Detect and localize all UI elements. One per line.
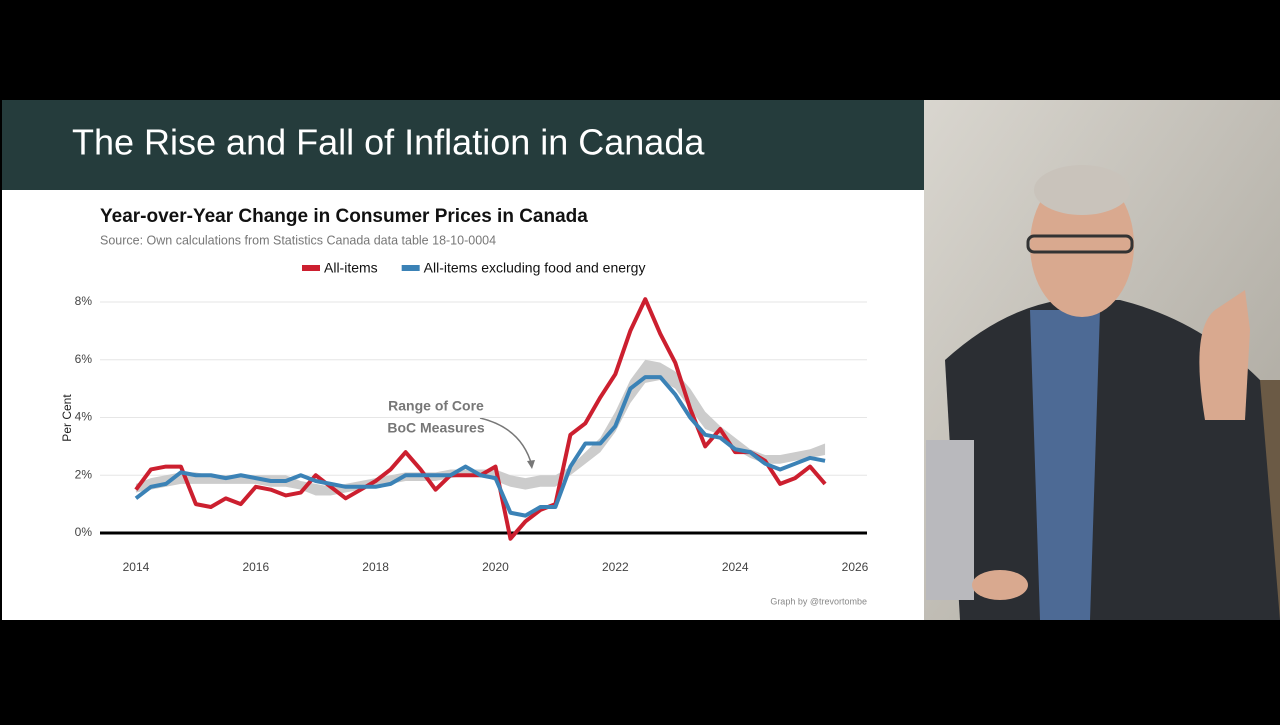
y-tick-label: 6%	[75, 352, 93, 366]
chart-title: Year-over-Year Change in Consumer Prices…	[100, 206, 588, 227]
core-range-band	[135, 359, 826, 496]
x-tick-label: 2016	[242, 560, 269, 574]
legend-label: All-items excluding food and energy	[424, 260, 646, 276]
x-tick-label: 2026	[842, 560, 869, 574]
annotation-arrow	[479, 417, 533, 467]
plot: 0% 2% 4% 6% 8% 2014 2016 2018 2020 2022 2024 2026 Al…	[75, 260, 869, 574]
y-tick-label: 4%	[75, 410, 93, 424]
chart-subtitle: Source: Own calculations from Statistics…	[100, 233, 496, 247]
annotation-arrowhead	[527, 460, 535, 469]
speaker-video	[924, 100, 1280, 620]
slide-title-bar	[2, 100, 924, 190]
y-tick-label: 8%	[75, 294, 93, 308]
slide-title: The Rise and Fall of Inflation in Canada	[72, 122, 705, 163]
x-tick-label: 2024	[722, 560, 749, 574]
annotation: Range of Core	[388, 398, 484, 414]
annotation: BoC Measures	[387, 420, 484, 436]
x-tick-label: 2022	[602, 560, 629, 574]
credit: Graph by @trevortombe	[770, 596, 867, 606]
x-tick-label: 2018	[362, 560, 389, 574]
legend-swatch	[302, 265, 320, 271]
legend-label: All-items	[324, 260, 378, 276]
x-tick-label: 2014	[123, 560, 150, 574]
x-tick-label: 2020	[482, 560, 509, 574]
y-axis-label: Per Cent	[60, 394, 74, 442]
series-line	[134, 375, 826, 518]
legend-swatch	[401, 265, 420, 271]
y-tick-label: 0%	[75, 525, 93, 539]
y-tick-label: 2%	[75, 467, 93, 481]
